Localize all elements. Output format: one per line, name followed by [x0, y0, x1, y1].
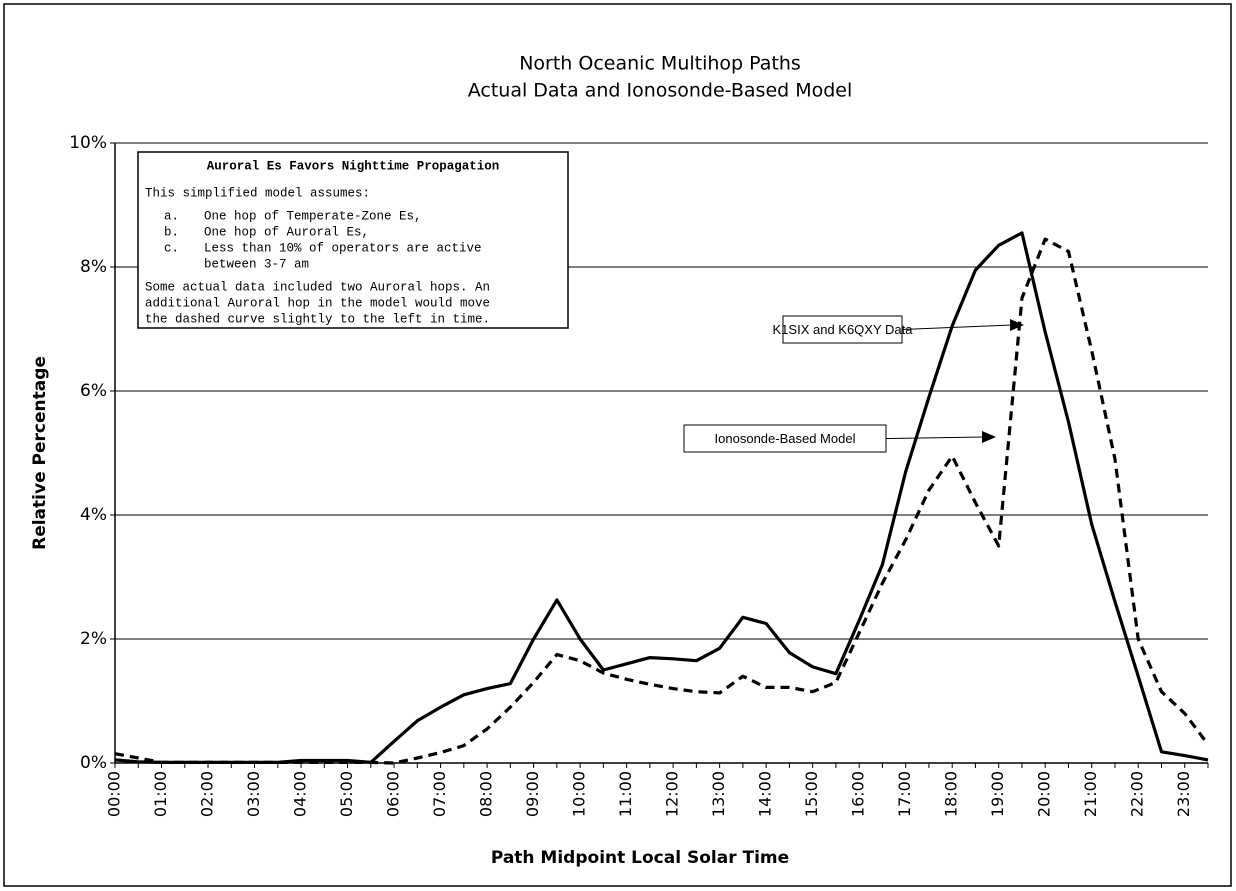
note-marker: b. [164, 225, 179, 239]
x-tick-label: 21:00 [1081, 771, 1100, 817]
x-tick-label: 04:00 [291, 771, 310, 817]
x-tick-label: 06:00 [384, 771, 403, 817]
x-tick-label: 10:00 [570, 771, 589, 817]
chart-title: North Oceanic Multihop Paths [519, 53, 801, 75]
legend-label: K1SIX and K6QXY Data [773, 322, 914, 337]
y-axis-title: Relative Percentage [30, 356, 50, 550]
legend-box [782, 315, 903, 344]
note-text: the dashed curve slightly to the left in… [145, 312, 490, 326]
x-tick-label: 17:00 [895, 771, 914, 817]
y-tick-label: 6% [80, 381, 107, 401]
x-tick-label: 00:00 [105, 771, 124, 817]
x-tick-label: 14:00 [756, 771, 775, 817]
chart-title: Actual Data and Ionosonde-Based Model [468, 80, 853, 102]
x-tick-label: 05:00 [337, 771, 356, 817]
x-tick-label: 07:00 [430, 771, 449, 817]
x-tick-label: 12:00 [663, 771, 682, 817]
x-tick-label: 15:00 [802, 771, 821, 817]
y-tick-label: 8% [80, 257, 107, 277]
y-tick-label: 2% [80, 629, 107, 649]
note-marker: c. [164, 241, 179, 255]
x-tick-label: 19:00 [988, 771, 1007, 817]
x-tick-label: 23:00 [1174, 771, 1193, 817]
y-tick-label: 4% [80, 505, 107, 525]
x-tick-label: 01:00 [151, 771, 170, 817]
y-tick-label: 10% [69, 133, 107, 153]
note-text: One hop of Temperate-Zone Es, [204, 209, 422, 223]
note-text: This simplified model assumes: [145, 186, 370, 200]
line-series [114, 237, 1210, 765]
x-tick-label: 20:00 [1035, 771, 1054, 817]
note-text: One hop of Auroral Es, [204, 225, 369, 239]
note-text: Less than 10% of operators are active [204, 241, 482, 255]
x-tick-label: 11:00 [616, 771, 635, 817]
y-tick-label: 0% [80, 753, 107, 773]
note-box [137, 151, 569, 329]
x-tick-label: 09:00 [523, 771, 542, 817]
chart-frame [3, 3, 1232, 887]
legend-label: Ionosonde-Based Model [715, 431, 856, 446]
legend-arrow [901, 324, 1013, 330]
x-tick-label: 02:00 [198, 771, 217, 817]
legend-arrowhead [1010, 319, 1024, 331]
legend-box [683, 424, 887, 453]
x-tick-label: 16:00 [849, 771, 868, 817]
note-text: between 3-7 am [204, 257, 309, 271]
legend-arrow [885, 436, 985, 439]
x-axis-title: Path Midpoint Local Solar Time [491, 848, 789, 868]
legend-arrowhead [982, 431, 996, 443]
note-text: Some actual data included two Auroral ho… [145, 280, 490, 294]
note-text: additional Auroral hop in the model woul… [145, 296, 490, 310]
x-tick-label: 22:00 [1128, 771, 1147, 817]
x-tick-label: 18:00 [942, 771, 961, 817]
x-tick-label: 03:00 [244, 771, 263, 817]
x-tick-label: 13:00 [709, 771, 728, 817]
note-title: Auroral Es Favors Nighttime Propagation [207, 159, 500, 173]
note-marker: a. [164, 209, 179, 223]
x-tick-label: 08:00 [477, 771, 496, 817]
